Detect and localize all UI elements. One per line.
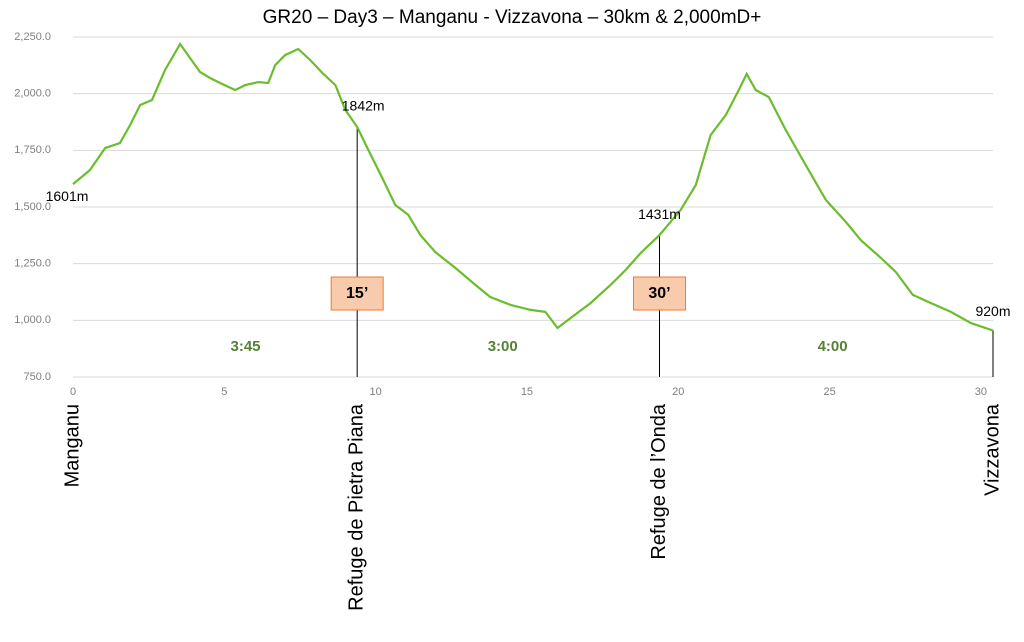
elevation-line <box>72 41 994 332</box>
duration-label: 3:45 <box>230 338 260 355</box>
x-tick-label: 0 <box>70 386 76 398</box>
stop-label: 15’ <box>346 285 368 302</box>
y-tick-label: 1,250.0 <box>14 258 51 270</box>
y-tick-label: 1,750.0 <box>14 144 51 156</box>
x-tick-label: 30 <box>975 386 987 398</box>
stop-box <box>633 276 686 311</box>
y-tick-label: 2,250.0 <box>14 31 51 43</box>
duration-label: 3:00 <box>488 338 518 355</box>
stop-box <box>330 276 384 311</box>
waypoint-label: Manganu <box>61 404 83 487</box>
waypoint-label: Vizzavona <box>981 403 1003 496</box>
duration-label: 4:00 <box>818 338 848 355</box>
waypoint-label: Refuge de l’Onda <box>648 403 670 560</box>
x-tick-label: 10 <box>370 386 382 398</box>
x-tick-label: 25 <box>823 386 835 398</box>
y-tick-label: 1,500.0 <box>14 201 51 213</box>
annotation: 920m <box>975 303 1010 319</box>
x-tick-label: 5 <box>221 386 227 398</box>
annotation: 1842m <box>342 98 385 114</box>
x-tick-label: 20 <box>672 386 684 398</box>
annotation: 1601m <box>46 188 89 204</box>
y-tick-label: 2,000.0 <box>14 88 51 100</box>
x-tick-label: 15 <box>521 386 533 398</box>
stop-label: 30’ <box>648 285 670 302</box>
waypoint-label: Refuge de Pietra Piana <box>345 403 367 611</box>
y-tick-label: 1,000.0 <box>14 314 51 326</box>
y-tick-label: 750.0 <box>23 371 51 383</box>
annotation: 1431m <box>638 206 681 222</box>
chart-title: GR20 – Day3 – Manganu - Vizzavona – 30km… <box>263 7 762 28</box>
